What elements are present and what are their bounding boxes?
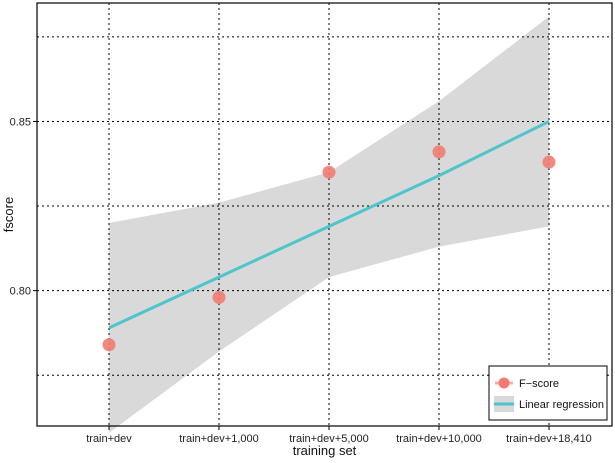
data-point: [102, 338, 116, 352]
regression-line-layer: [108, 120, 550, 330]
data-points-layer: [102, 145, 556, 352]
y-axis-ticks: 0.80 0.85: [10, 116, 37, 298]
x-tick-label: train+dev+18,410: [506, 433, 592, 445]
x-axis-label: training set: [293, 443, 357, 458]
grid-layer: [37, 3, 612, 426]
x-tick-label: train+dev+5,000: [289, 433, 369, 445]
data-point: [212, 290, 226, 304]
data-point: [542, 155, 556, 169]
x-axis-ticks: train+dev train+dev+1,000 train+dev+5,000 t…: [86, 426, 592, 445]
legend-item-fscore: F−score: [495, 377, 559, 390]
legend-item-linear-regression: Linear regression: [494, 396, 604, 412]
data-point: [322, 165, 336, 179]
x-tick-label: train+dev+10,000: [396, 433, 482, 445]
legend-swatch-fscore: [498, 377, 510, 389]
data-point: [432, 145, 446, 159]
legend-label-linear-regression: Linear regression: [519, 399, 604, 411]
y-tick-label: 0.80: [10, 286, 31, 298]
x-tick-label: train+dev+1,000: [179, 433, 259, 445]
regression-line: [108, 120, 550, 330]
y-axis-label: fscore: [1, 197, 16, 232]
y-tick-label: 0.85: [10, 116, 31, 128]
plot-border: [36, 2, 613, 427]
legend-label-fscore: F−score: [519, 378, 559, 390]
legend: F−score Linear regression: [488, 365, 608, 421]
x-tick-label: train+dev: [86, 433, 132, 445]
